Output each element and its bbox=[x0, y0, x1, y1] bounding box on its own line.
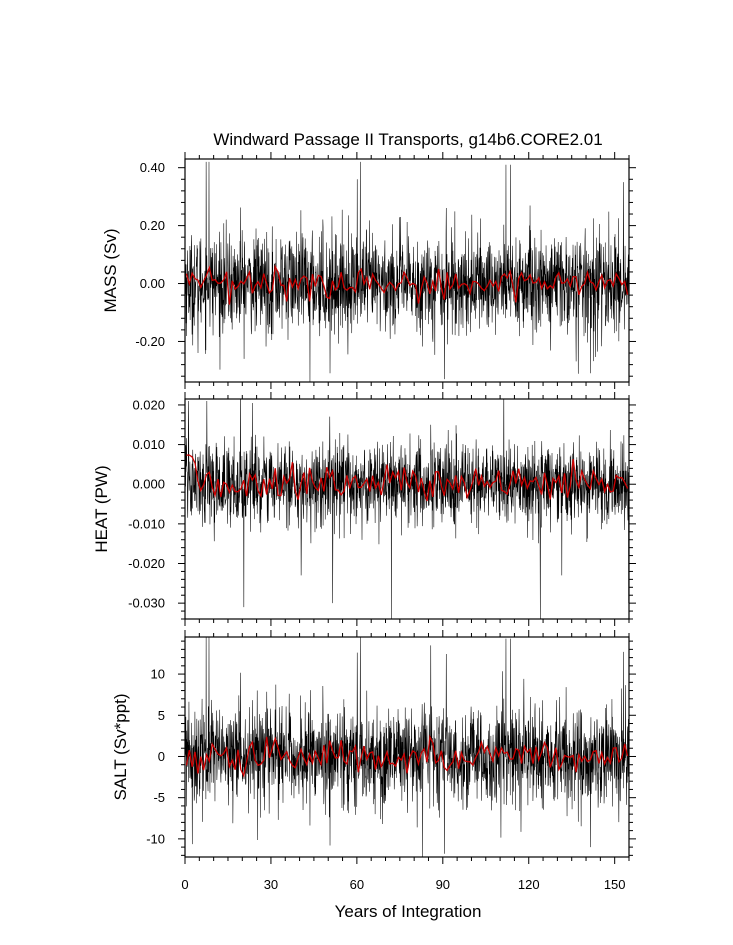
series-monthly bbox=[185, 637, 629, 857]
x-tick-label: 120 bbox=[518, 877, 540, 892]
y-tick-label: 0.020 bbox=[132, 397, 165, 412]
x-tick-label: 60 bbox=[350, 877, 364, 892]
series-annual-mean bbox=[186, 454, 629, 502]
y-axis-label: MASS (Sv) bbox=[101, 228, 120, 312]
y-tick-label: -0.010 bbox=[128, 516, 165, 531]
y-tick-label: 0.010 bbox=[132, 437, 165, 452]
y-tick-label: 5 bbox=[158, 708, 165, 723]
series-annual-mean bbox=[185, 264, 629, 305]
series-monthly bbox=[185, 161, 629, 382]
y-tick-label: -0.030 bbox=[128, 596, 165, 611]
y-tick-label: 10 bbox=[151, 667, 165, 682]
y-tick-label: -0.20 bbox=[135, 334, 165, 349]
plot-frame bbox=[184, 158, 630, 383]
y-tick-label: 0 bbox=[158, 749, 165, 764]
panels-layer: 0.40 0.20 0.00 -0.20 MASS (Sv) 0.020 0.010 0.00… bbox=[92, 152, 636, 892]
plot-frame bbox=[184, 636, 630, 858]
y-tick-label: 0.00 bbox=[140, 276, 165, 291]
plot-frame bbox=[184, 398, 630, 620]
x-tick-label: 0 bbox=[181, 877, 188, 892]
y-tick-label: 0.000 bbox=[132, 477, 165, 492]
y-axis-label: HEAT (PW) bbox=[92, 465, 111, 552]
x-tick-label: 150 bbox=[604, 877, 626, 892]
chart-title: Windward Passage II Transports, g14b6.CO… bbox=[213, 130, 602, 149]
x-axis-label: Years of Integration bbox=[335, 902, 482, 921]
panel-heat: 0.020 0.010 0.000 -0.010 -0.020 -0.030 HEAT (P… bbox=[92, 392, 636, 626]
panel-mass: 0.40 0.20 0.00 -0.20 MASS (Sv) bbox=[101, 152, 636, 389]
y-tick-label: 0.20 bbox=[140, 218, 165, 233]
panel-salt: 10 5 0 -5 -10 SALT (Sv*ppt) bbox=[111, 630, 636, 864]
y-axis-label: SALT (Sv*ppt) bbox=[111, 693, 130, 800]
y-tick-label: -10 bbox=[146, 831, 165, 846]
y-tick-label: 0.40 bbox=[140, 160, 165, 175]
y-tick-label: -5 bbox=[153, 790, 165, 805]
series-annual-mean bbox=[185, 734, 629, 778]
x-tick-label: 90 bbox=[436, 877, 450, 892]
y-tick-label: -0.020 bbox=[128, 556, 165, 571]
x-tick-label: 30 bbox=[264, 877, 278, 892]
series-monthly bbox=[185, 399, 629, 619]
